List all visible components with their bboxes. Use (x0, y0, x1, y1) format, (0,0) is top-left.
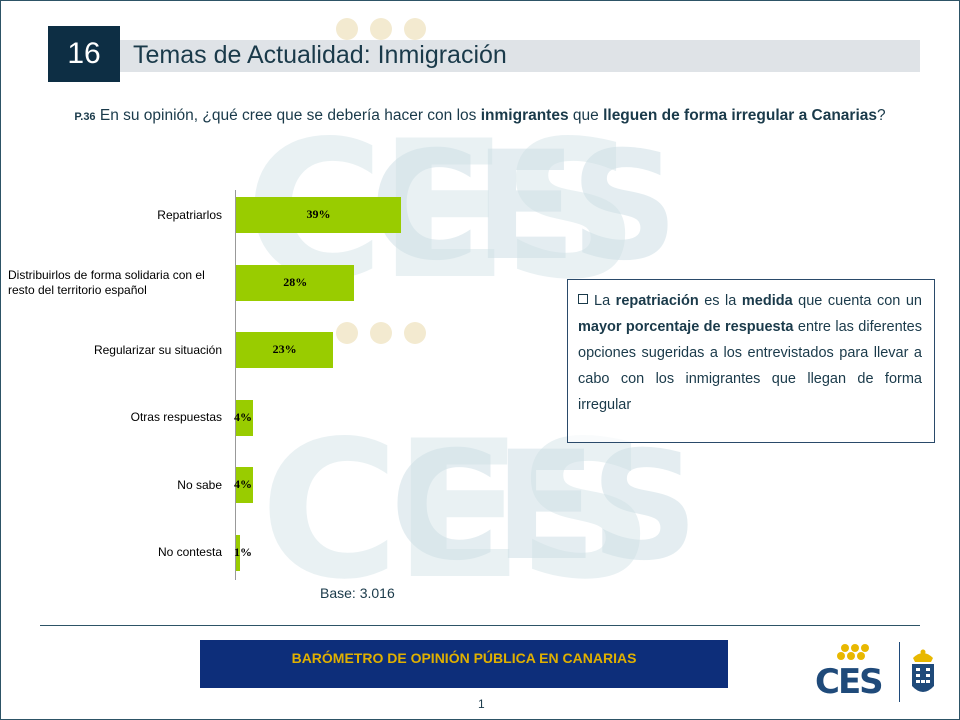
base-note: Base: 3.016 (320, 585, 395, 601)
page-number: 1 (478, 697, 485, 711)
title-bar (120, 40, 920, 72)
data-label: 23% (272, 342, 297, 356)
footer-banner: BARÓMETRO DE OPINIÓN PÚBLICA EN CANARIAS (200, 640, 728, 688)
logo-wordmark: CES (815, 662, 884, 702)
logo-separator (899, 642, 900, 702)
bar (236, 197, 401, 233)
slide-number-badge: 16 (48, 26, 120, 82)
ces-logo: CES (815, 638, 945, 708)
bar (236, 467, 253, 503)
note-text-segment: medida (741, 293, 793, 309)
category-label: Distribuirlos de forma solidaria con el … (8, 267, 205, 297)
question-text: En su opinión, ¿qué cree que se debería … (96, 107, 886, 124)
question-text-segment: ? (877, 107, 886, 124)
summary-note-text: La repatriación es la medida que cuenta … (578, 293, 922, 413)
bar (236, 264, 355, 301)
question-text-segment: inmigrantes (480, 107, 569, 124)
question-number: P.36 (74, 111, 96, 123)
bar (236, 332, 334, 368)
note-text-segment: que cuenta con un (792, 293, 922, 309)
category-label: Repatriarlos (157, 207, 222, 222)
note-text-segment: mayor porcentaje de respuesta (578, 319, 794, 335)
category-label: No sabe (177, 477, 222, 492)
chart-axis (235, 190, 236, 580)
category-label: Regularizar su situación (93, 342, 222, 357)
checkbox-bullet-icon (578, 294, 588, 304)
question-text-segment: En su opinión, ¿qué cree que se debería … (95, 107, 481, 124)
summary-note: La repatriación es la medida que cuenta … (567, 279, 935, 443)
divider (40, 625, 920, 626)
data-label: 39% (306, 207, 331, 221)
note-text-segment: La (594, 293, 616, 309)
data-label: 4% (234, 409, 252, 424)
data-label: 28% (283, 274, 308, 289)
bar (236, 534, 241, 571)
question-text-segment: lleguen de forma irregular a Canarias (603, 107, 878, 124)
survey-question: P.36 En su opinión, ¿qué cree que se deb… (40, 102, 920, 131)
note-text-segment: es la (698, 293, 742, 309)
page-title: Temas de Actualidad: Inmigración (133, 41, 507, 69)
data-label: 1% (234, 544, 252, 559)
note-text-segment: entre las diferentes opciones sugeridas … (578, 319, 922, 413)
category-label: Otras respuestas (130, 410, 222, 424)
category-label: No contesta (157, 545, 222, 559)
data-label: 4% (234, 477, 252, 491)
coat-of-arms-icon (912, 649, 934, 692)
question-text-segment: que (568, 107, 604, 124)
note-text-segment: repatriación (615, 293, 699, 309)
bar (236, 399, 253, 436)
